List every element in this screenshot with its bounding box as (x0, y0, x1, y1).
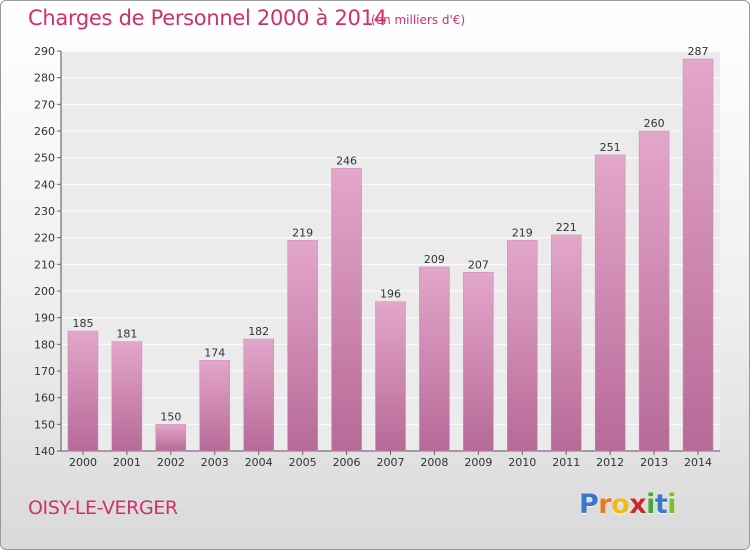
x-tick-label: 2005 (289, 456, 317, 469)
x-tick-label: 2002 (157, 456, 185, 469)
bar (199, 360, 231, 452)
x-tick-label: 2014 (684, 456, 712, 469)
data-label: 246 (336, 154, 357, 167)
bar (682, 58, 714, 452)
y-tick-label: 160 (34, 392, 55, 405)
data-label: 219 (512, 226, 533, 239)
x-tick-label: 2010 (508, 456, 536, 469)
bar (594, 154, 626, 452)
logo-letter: r (598, 489, 612, 520)
data-label: 185 (72, 317, 93, 330)
logo-letter: t (654, 489, 668, 520)
logo-letter: i (667, 489, 677, 520)
bar (419, 266, 450, 452)
y-tick-label: 260 (34, 125, 55, 138)
bar (287, 240, 318, 452)
bar (243, 338, 274, 452)
y-tick-label: 190 (34, 312, 55, 325)
bar (331, 168, 362, 452)
y-tick-label: 250 (34, 152, 55, 165)
y-tick-label: 150 (34, 418, 55, 431)
bar (67, 330, 99, 452)
y-tick-label: 140 (34, 445, 55, 458)
data-label: 209 (424, 253, 445, 266)
logo-letter: P (579, 489, 599, 520)
data-label: 196 (380, 288, 401, 301)
x-tick-label: 2003 (201, 456, 229, 469)
logo-letter: x (629, 489, 647, 520)
place-name: OISY-LE-VERGER (28, 497, 178, 519)
chart-title: Charges de Personnel 2000 à 2014 (28, 6, 387, 30)
x-tick-label: 2013 (640, 456, 668, 469)
bar (155, 424, 187, 452)
proxiti-logo: Proxiti (579, 489, 677, 520)
bar (111, 341, 143, 452)
data-label: 174 (204, 346, 225, 359)
y-tick-label: 180 (34, 338, 55, 351)
x-tick-label: 2000 (69, 456, 97, 469)
data-label: 260 (644, 117, 665, 130)
x-tick-label: 2009 (464, 456, 492, 469)
x-tick-label: 2004 (245, 456, 273, 469)
bar (375, 301, 406, 452)
bar (463, 272, 494, 452)
x-tick-label: 2006 (333, 456, 361, 469)
data-label: 207 (468, 258, 489, 271)
logo-letter: i (646, 489, 655, 520)
data-label: 251 (600, 141, 621, 154)
y-tick-label: 170 (34, 365, 55, 378)
x-tick-label: 2008 (420, 456, 448, 469)
data-label: 182 (248, 325, 269, 338)
data-label: 150 (160, 410, 181, 423)
y-tick-label: 210 (34, 258, 55, 271)
bar (507, 240, 538, 452)
y-tick-label: 230 (34, 205, 55, 218)
x-tick-label: 2007 (377, 456, 405, 469)
data-label: 181 (116, 328, 137, 341)
x-tick-label: 2011 (552, 456, 580, 469)
data-label: 221 (556, 221, 577, 234)
data-label: 219 (292, 226, 313, 239)
bar (550, 234, 582, 452)
y-tick-label: 270 (34, 98, 55, 111)
y-tick-label: 220 (34, 232, 55, 245)
x-tick-label: 2012 (596, 456, 624, 469)
unit-note: (en milliers d'€) (371, 13, 466, 27)
y-tick-label: 200 (34, 285, 55, 298)
y-tick-label: 290 (34, 45, 55, 58)
y-tick-label: 280 (34, 72, 55, 85)
bar (638, 130, 670, 452)
logo-letter: o (611, 489, 630, 520)
y-tick-label: 240 (34, 178, 55, 191)
x-tick-label: 2001 (113, 456, 141, 469)
data-label: 287 (688, 45, 709, 58)
